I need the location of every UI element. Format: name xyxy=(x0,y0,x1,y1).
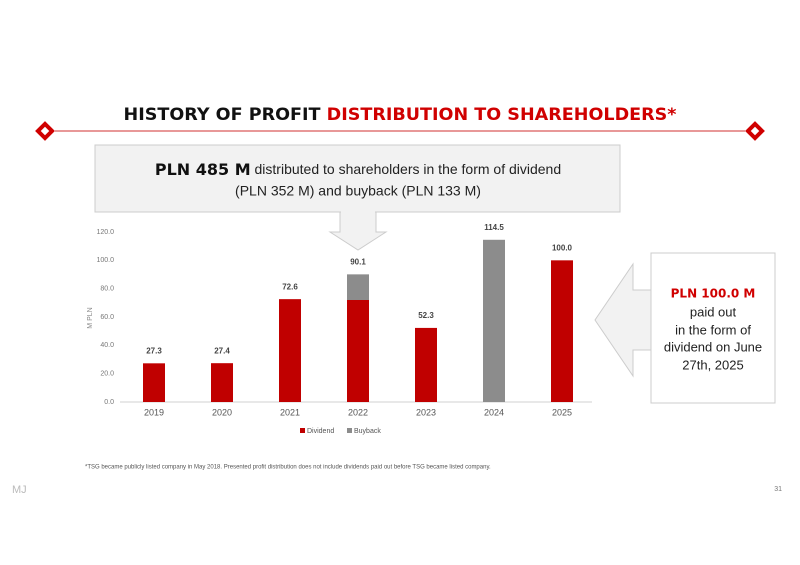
x-tick-label: 2024 xyxy=(484,407,504,417)
callout-box xyxy=(650,252,776,404)
total-label: 72.6 xyxy=(282,282,298,291)
callout-line: paid out xyxy=(690,304,737,319)
slide-title: HISTORY OF PROFIT DISTRIBUTION TO SHAREH… xyxy=(124,105,677,125)
y-tick-label: 20.0 xyxy=(100,371,114,378)
page-number: 31 xyxy=(774,486,782,493)
y-tick-label: 60.0 xyxy=(100,314,114,321)
x-tick-label: 2022 xyxy=(348,407,368,417)
summary-line-2: (PLN 352 M) and buyback (PLN 133 M) xyxy=(235,183,481,199)
bar-segment xyxy=(279,299,301,402)
arrow-joint xyxy=(341,210,375,214)
y-tick-label: 100.0 xyxy=(96,257,114,264)
total-label: 114.5 xyxy=(484,223,504,232)
y-tick-label: 0.0 xyxy=(104,399,114,406)
x-tick-label: 2023 xyxy=(416,407,436,417)
summary-highlight: PLN 485 M xyxy=(155,160,251,179)
total-label: 27.4 xyxy=(214,346,230,355)
legend-label: Dividend xyxy=(307,428,334,435)
x-tick-label: 2021 xyxy=(280,407,300,417)
summary-line-1: PLN 485 M distributed to shareholders in… xyxy=(155,160,561,179)
callout-line: 27th, 2025 xyxy=(682,357,743,372)
bar-segment xyxy=(143,363,165,402)
ornament-right xyxy=(745,121,765,141)
ornament-left xyxy=(35,121,55,141)
total-label: 90.1 xyxy=(350,257,366,266)
bar-segment xyxy=(415,327,437,402)
legend-swatch xyxy=(300,428,305,433)
y-tick-label: 80.0 xyxy=(100,286,114,293)
total-label: 52.3 xyxy=(418,311,434,320)
y-tick-label: 40.0 xyxy=(100,342,114,349)
footnote: *TSG became publicly listed company in M… xyxy=(85,465,491,471)
logo: MJ xyxy=(12,484,27,496)
title-black: HISTORY OF PROFIT xyxy=(124,105,327,125)
total-label: 27.3 xyxy=(146,346,162,355)
bar-segment xyxy=(347,274,369,300)
legend-swatch xyxy=(347,428,352,433)
callout-line: dividend on June xyxy=(664,339,762,354)
callout-line: in the form of xyxy=(675,322,751,337)
total-label: 100.0 xyxy=(552,243,573,252)
x-tick-label: 2025 xyxy=(552,407,572,417)
down-arrow xyxy=(328,211,388,251)
y-tick-label: 120.0 xyxy=(96,229,114,236)
callout-highlight: PLN 100.0 M xyxy=(671,287,756,301)
legend-label: Buyback xyxy=(354,428,381,435)
y-axis-label: M PLN xyxy=(87,307,94,328)
bar-segment xyxy=(211,363,233,402)
bar-segment xyxy=(551,260,573,402)
bar-segment xyxy=(347,300,369,402)
left-arrow xyxy=(594,262,652,378)
bar-segment xyxy=(483,239,505,402)
summary-box xyxy=(94,144,621,213)
x-tick-label: 2019 xyxy=(144,407,164,417)
title-red: DISTRIBUTION TO SHAREHOLDERS* xyxy=(327,105,677,125)
summary-text: distributed to shareholders in the form … xyxy=(251,161,562,177)
x-tick-label: 2020 xyxy=(212,407,232,417)
